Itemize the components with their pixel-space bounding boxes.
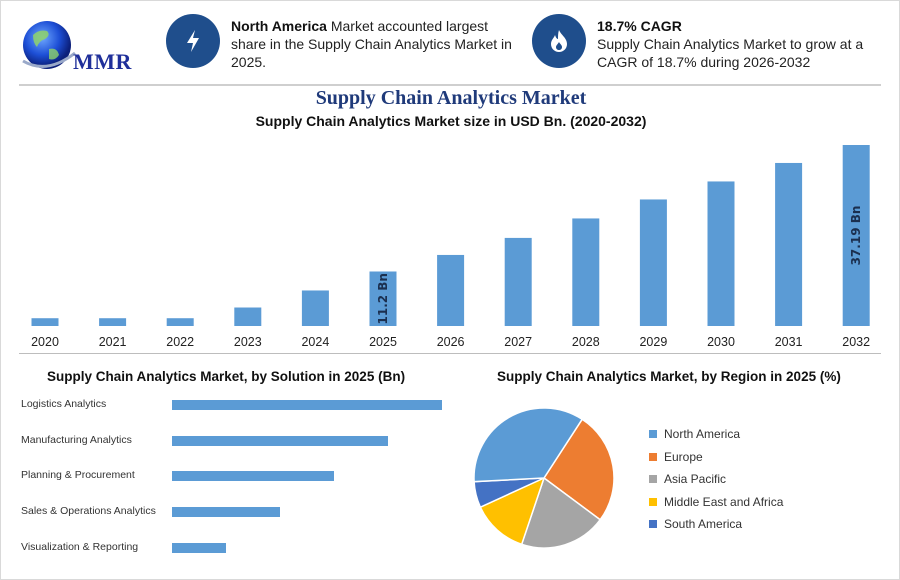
x-tick-label: 2029 (639, 335, 667, 349)
legend-swatch (649, 452, 657, 461)
legend-item: South America (649, 513, 783, 536)
bar-2023 (234, 307, 262, 326)
bar-2026 (437, 254, 465, 326)
solution-label: Logistics Analytics (21, 398, 107, 410)
globe-icon (22, 21, 76, 69)
pie-slice-north-america (473, 407, 584, 483)
market-size-bar-chart: 2020 2021 2022 2023 2024 2025 11.2 Bn 2026 2027 2… (31, 145, 870, 349)
solution-bar (172, 436, 388, 446)
solution-label: Planning & Procurement (21, 469, 135, 481)
solution-row: Sales & Operations Analytics (21, 503, 461, 523)
solution-bar (172, 471, 334, 481)
solution-row: Logistics Analytics (21, 396, 461, 416)
bar-2022 (166, 318, 194, 326)
pie-slice-europe (542, 418, 615, 521)
x-tick-label: 2032 (842, 335, 870, 349)
x-tick-label: 2027 (504, 335, 532, 349)
flame-icon (532, 14, 586, 68)
solution-row: Visualization & Reporting (21, 539, 461, 559)
region-chart-title: Supply Chain Analytics Market, by Region… (497, 369, 841, 384)
x-tick-label: 2022 (166, 335, 194, 349)
logo-text: MMR (73, 49, 132, 74)
x-tick-label: 2024 (301, 335, 329, 349)
region-legend: North America Europe Asia Pacific Middle Ea… (649, 423, 783, 536)
data-label: 37.19 Bn (849, 206, 863, 266)
bar-2020 (31, 318, 59, 326)
x-tick-label: 2026 (437, 335, 465, 349)
header-divider (19, 84, 881, 86)
info2-text: Supply Chain Analytics Market to grow at… (597, 36, 864, 70)
x-tick-label: 2025 (369, 335, 397, 349)
x-tick-label: 2031 (775, 335, 803, 349)
bar-2029 (639, 199, 667, 326)
solution-label: Sales & Operations Analytics (21, 505, 156, 517)
bar-2031 (775, 162, 803, 326)
legend-swatch (649, 497, 657, 506)
pie-slice-middle-east-and-africa (479, 476, 546, 546)
bar-2027 (504, 237, 532, 326)
info1-bold: North America (231, 18, 327, 34)
info1-text: Market accounted largest share in the Su… (231, 18, 512, 70)
x-tick-label: 2020 (31, 335, 59, 349)
bar-2025 (369, 271, 397, 326)
lightning-icon (166, 14, 220, 68)
info-cagr: 18.7% CAGR Supply Chain Analytics Market… (597, 17, 887, 71)
solution-label: Visualization & Reporting (21, 541, 139, 553)
legend-item: North America (649, 423, 783, 446)
region-pie-chart (473, 407, 615, 549)
data-label: 11.2 Bn (376, 273, 390, 324)
legend-swatch (649, 520, 657, 529)
solution-bar (172, 543, 226, 553)
legend-item: Asia Pacific (649, 468, 783, 491)
bar-2030 (707, 181, 735, 326)
legend-item: Middle East and Africa (649, 491, 783, 514)
x-tick-label: 2028 (572, 335, 600, 349)
legend-label: South America (664, 517, 743, 532)
bar-2032 (842, 145, 870, 326)
x-tick-label: 2021 (99, 335, 127, 349)
bar-2024 (301, 290, 329, 326)
solution-chart-title: Supply Chain Analytics Market, by Soluti… (47, 369, 406, 384)
legend-item: Europe (649, 446, 783, 469)
section-divider (19, 353, 881, 354)
solution-label: Manufacturing Analytics (21, 434, 132, 446)
x-tick-label: 2023 (234, 335, 262, 349)
info-north-america: North America Market accounted largest s… (231, 17, 521, 71)
bar-2028 (572, 218, 600, 326)
main-title: Supply Chain Analytics Market (315, 87, 587, 109)
bar-2021 (99, 318, 127, 326)
x-tick-label: 2030 (707, 335, 735, 349)
solution-bar (172, 400, 442, 410)
legend-swatch (649, 475, 657, 484)
solution-row: Planning & Procurement (21, 467, 461, 487)
legend-label: Asia Pacific (664, 472, 727, 487)
legend-swatch (649, 430, 657, 439)
legend-label: Europe (664, 449, 703, 464)
legend-label: Middle East and Africa (664, 494, 784, 509)
solution-row: Manufacturing Analytics (21, 432, 461, 452)
mmr-logo: MMR (19, 15, 139, 79)
chart-subtitle: Supply Chain Analytics Market size in US… (255, 113, 647, 129)
pie-slice-asia-pacific (520, 476, 602, 549)
legend-label: North America (664, 427, 741, 442)
info2-bold: 18.7% CAGR (597, 18, 682, 34)
solution-bar (172, 507, 280, 517)
